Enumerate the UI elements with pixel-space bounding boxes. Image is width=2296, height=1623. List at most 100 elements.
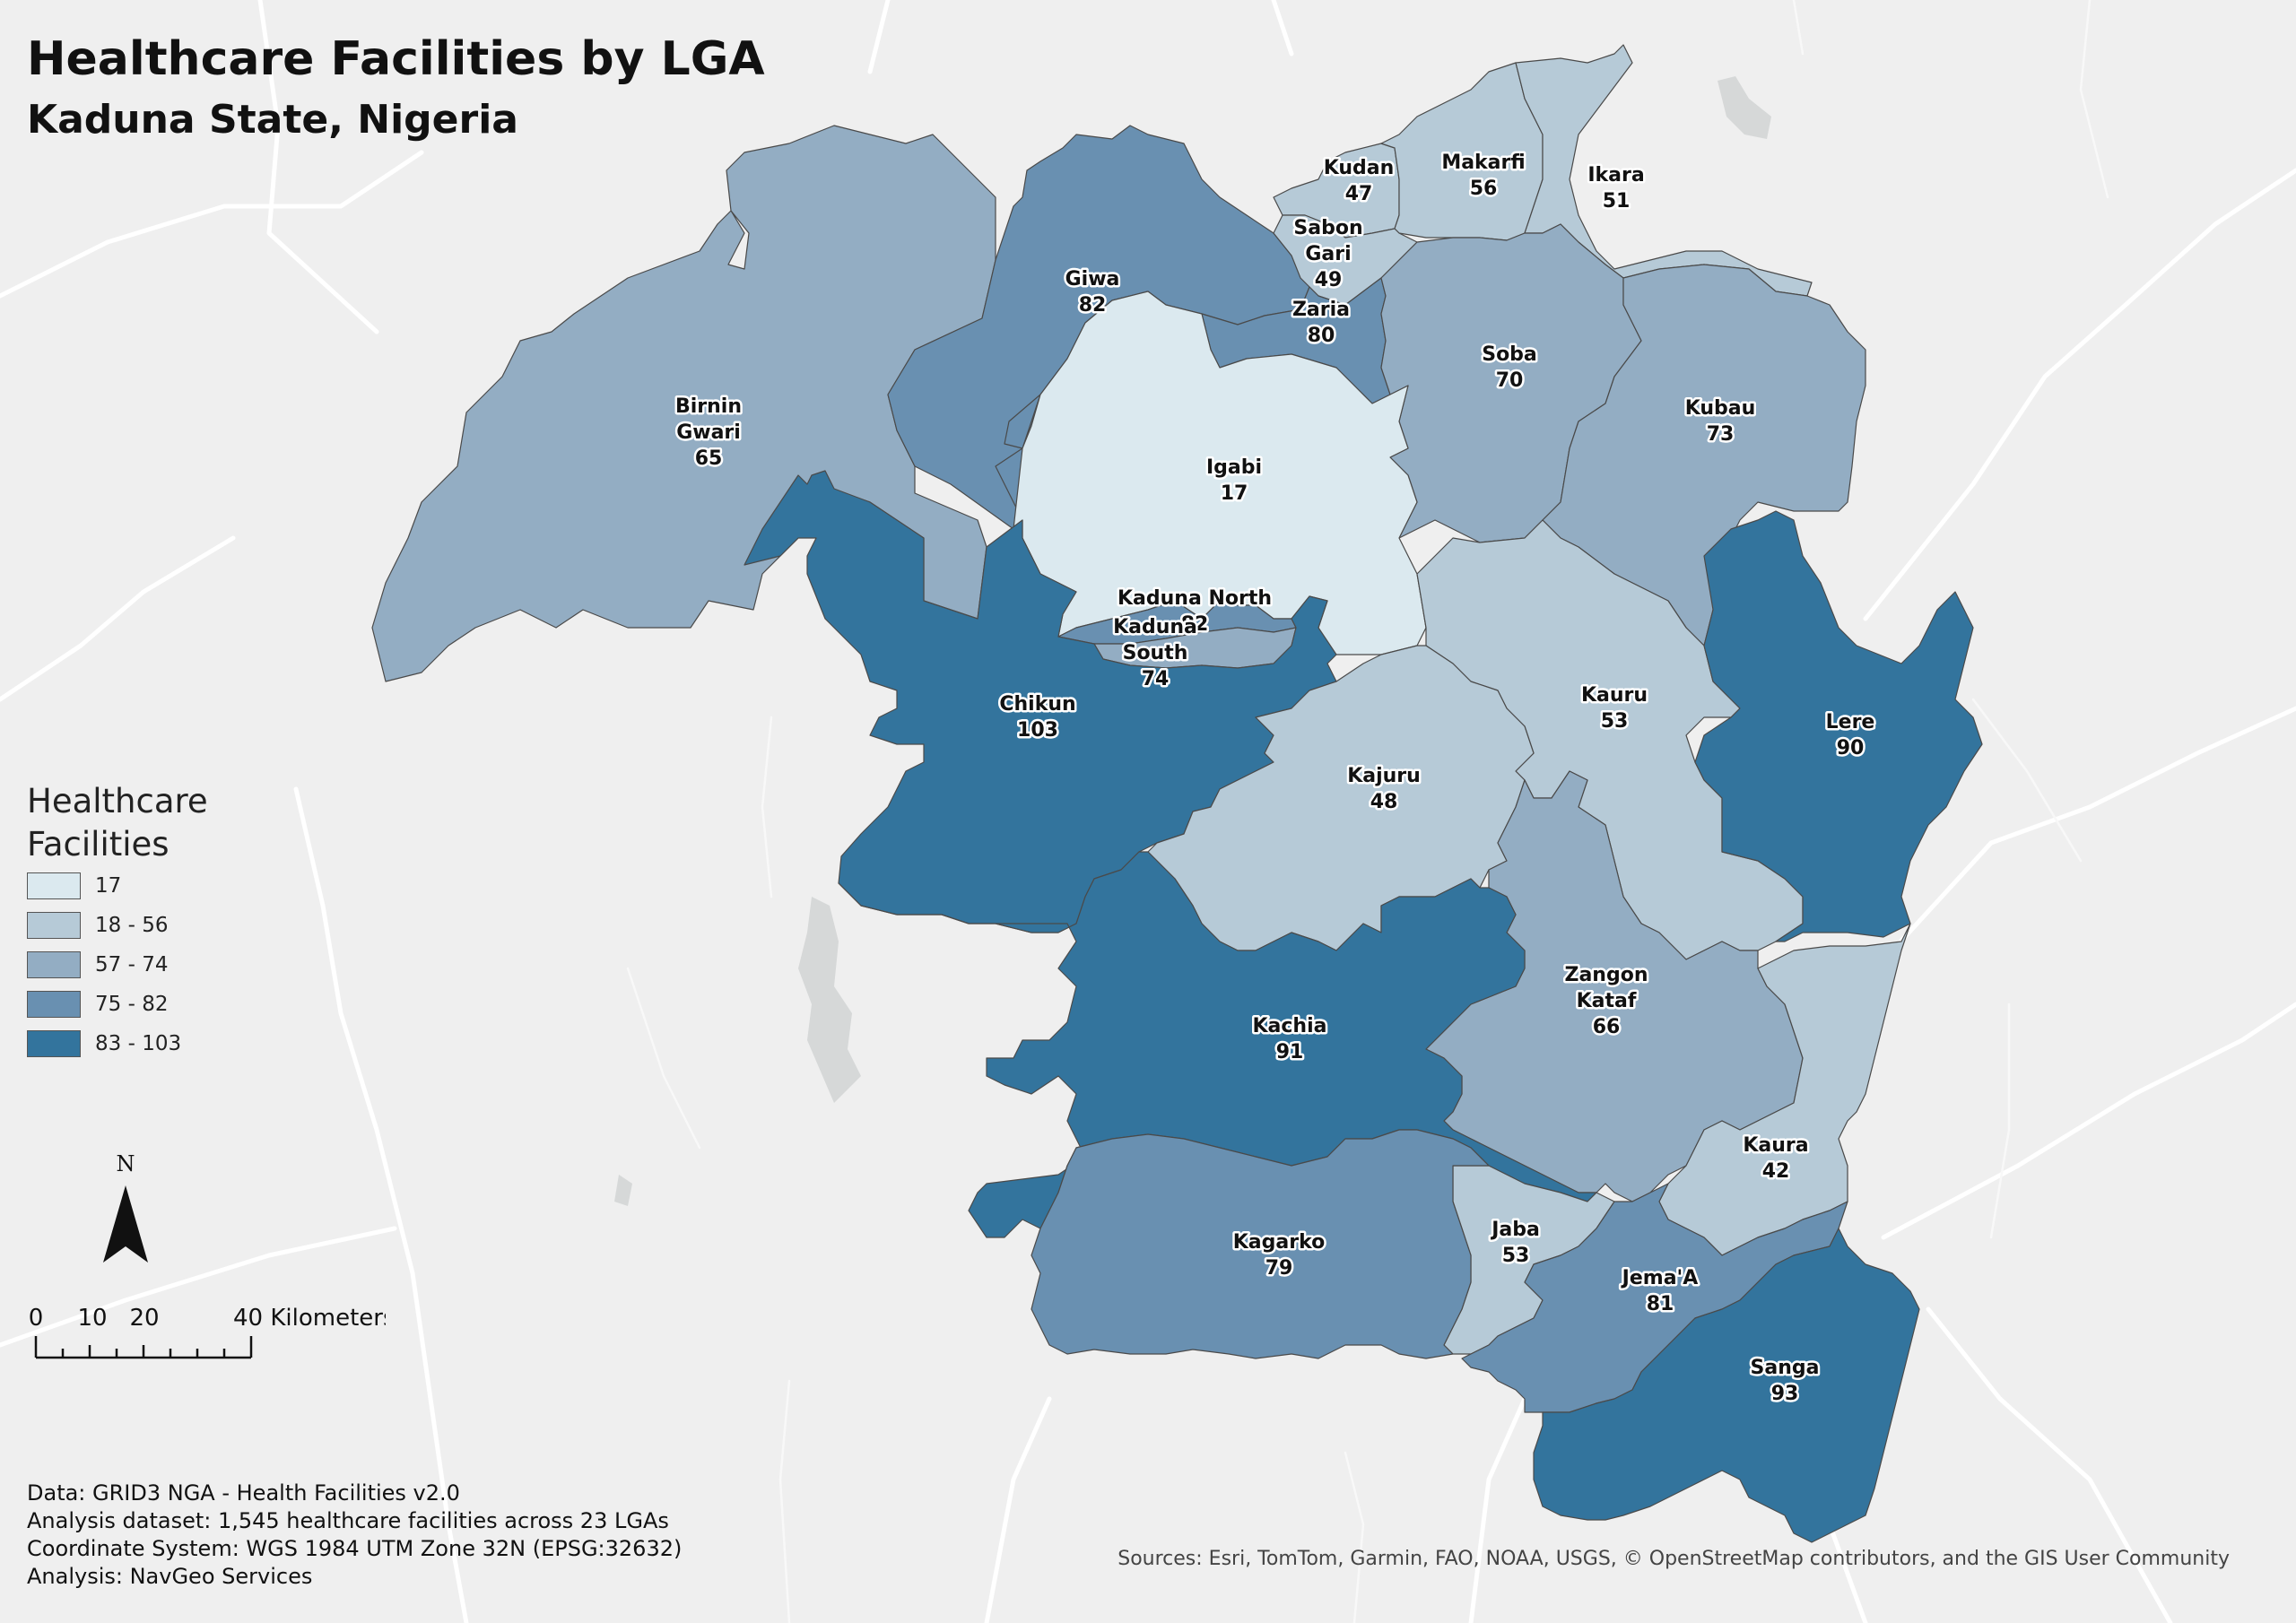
legend-swatch (27, 872, 81, 899)
scale-bar-line (34, 1336, 253, 1359)
legend-label: 18 - 56 (95, 914, 169, 937)
lga-lere[interactable] (1694, 510, 1983, 942)
lga-label-sanga: Sanga 93 (1751, 1357, 1820, 1405)
lga-name: Kataf (1577, 990, 1637, 1012)
scale-bar: 0 10 20 40 Kilometers (29, 1305, 386, 1359)
lga-name: Jaba (1490, 1219, 1540, 1241)
lga-name: Gari (1305, 243, 1351, 265)
lga-name: Igabi (1206, 456, 1262, 479)
lga-name: Jema'A (1621, 1267, 1699, 1289)
lga-label-ikara: Ikara 51 (1587, 164, 1644, 213)
lga-value: 93 (1771, 1383, 1799, 1405)
lga-name: Kubau (1685, 397, 1756, 420)
lga-value: 66 (1593, 1016, 1621, 1038)
lga-value: 42 (1762, 1160, 1790, 1183)
lga-label-kaura: Kaura 42 (1743, 1134, 1808, 1183)
credit-line: Analysis: NavGeo Services (27, 1564, 313, 1589)
data-credits: Data: GRID3 NGA - Health Facilities v2.0… (27, 1480, 682, 1591)
lga-name: Lere (1826, 711, 1875, 733)
lga-name: Zangon (1565, 964, 1648, 986)
lga-label-kagarko: Kagarko 79 (1233, 1231, 1326, 1280)
legend-item: 18 - 56 (27, 906, 242, 945)
basemap-water (614, 76, 1771, 1206)
legend-item: 17 (27, 866, 242, 906)
lga-label-jema-a: Jema'A 81 (1621, 1267, 1699, 1315)
lga-value: 91 (1276, 1041, 1304, 1063)
lga-value: 56 (1470, 178, 1498, 200)
legend: Healthcare Facilities 17 18 - 56 57 - 74… (27, 780, 242, 1063)
lga-kachia[interactable] (838, 851, 1597, 1238)
credit-line: Coordinate System: WGS 1984 UTM Zone 32N… (27, 1536, 683, 1561)
lga-label-kudan: Kudan 47 (1324, 157, 1395, 205)
lga-value: 81 (1647, 1293, 1674, 1315)
lga-value: 79 (1265, 1257, 1293, 1280)
lga-name: Ikara (1587, 164, 1644, 187)
lga-label-kubau: Kubau 73 (1685, 397, 1756, 446)
lga-value: 51 (1603, 190, 1631, 213)
legend-item: 57 - 74 (27, 945, 242, 985)
legend-label: 57 - 74 (95, 953, 169, 976)
lga-birnin-gwari[interactable] (371, 125, 996, 682)
map-subtitle: Kaduna State, Nigeria (27, 97, 518, 143)
lga-label-makarfi: Makarfi 56 (1441, 152, 1525, 200)
lga-name: Kajuru (1347, 765, 1421, 787)
lga-value: 74 (1142, 668, 1170, 690)
lga-value: 82 (1181, 613, 1209, 636)
lga-label-sabon-gari: Sabon Gari 49 (1293, 217, 1362, 291)
lga-value: 90 (1837, 737, 1865, 759)
basemap-attribution: Sources: Esri, TomTom, Garmin, FAO, NOAA… (1118, 1548, 2230, 1570)
legend-label: 83 - 103 (95, 1032, 182, 1055)
lga-value: 47 (1345, 183, 1373, 205)
lga-name: Gwari (676, 421, 741, 444)
lga-label-kajuru: Kajuru 48 (1347, 765, 1421, 813)
lga-label-kaduna-south: Kaduna South 74 (1113, 616, 1197, 690)
lga-name: Zaria (1292, 299, 1350, 321)
lga-labels: Birnin Gwari 65 Giwa 82 Kudan 47 Makarfi 56 Ikara… (673, 150, 1876, 1408)
legend-title: Healthcare Facilities (27, 782, 208, 864)
lga-value: 53 (1601, 710, 1629, 733)
lga-value: 17 (1221, 482, 1248, 505)
lga-name: Makarfi (1441, 152, 1525, 174)
scale-tick-label: 0 (29, 1305, 44, 1332)
lga-label-jaba: Jaba 53 (1490, 1219, 1540, 1267)
lga-label-chikun: Chikun 103 (999, 693, 1075, 742)
lga-name: Sanga (1751, 1357, 1820, 1379)
lga-label-giwa: Giwa 82 (1065, 268, 1120, 317)
lga-value: 53 (1502, 1245, 1530, 1267)
lga-label-kauru: Kauru 53 (1581, 684, 1648, 733)
lga-polygons[interactable] (371, 44, 1983, 1543)
credit-line: Analysis dataset: 1,545 healthcare facil… (27, 1508, 669, 1533)
lga-label-birnin-gwari: Birnin Gwari 65 (675, 395, 742, 470)
lga-value: 70 (1496, 369, 1524, 392)
lga-label-zangon-kataf: Zangon Kataf 66 (1565, 964, 1648, 1038)
legend-swatch (27, 991, 81, 1018)
lga-label-soba: Soba 70 (1482, 343, 1537, 392)
north-arrow-icon: N (103, 1151, 148, 1263)
lga-name: Kauru (1581, 684, 1648, 707)
lga-name: Kagarko (1233, 1231, 1326, 1254)
legend-label: 75 - 82 (95, 993, 169, 1016)
scale-tick-label: 10 (77, 1305, 107, 1332)
lga-kagarko[interactable] (1031, 1129, 1490, 1359)
lga-name: Kaduna (1113, 616, 1197, 638)
legend-item: 83 - 103 (27, 1024, 242, 1063)
lga-name: Sabon (1293, 217, 1362, 239)
lga-value: 49 (1315, 269, 1343, 291)
north-arrow-shape (103, 1185, 148, 1263)
lga-name: Soba (1482, 343, 1537, 366)
lga-name: Kaduna North (1118, 587, 1272, 610)
lga-sanga[interactable] (1533, 1228, 1920, 1543)
lga-label-lere: Lere 90 (1826, 711, 1875, 759)
legend-label: 17 (95, 874, 122, 898)
lga-name: Birnin (675, 395, 742, 418)
lga-name: Kachia (1253, 1015, 1327, 1037)
lga-label-igabi: Igabi 17 (1206, 456, 1262, 505)
lga-value: 48 (1370, 791, 1398, 813)
lga-value: 82 (1079, 294, 1107, 317)
map-title: Healthcare Facilities by LGA (27, 32, 765, 86)
legend-swatch (27, 1030, 81, 1057)
lga-name: Chikun (999, 693, 1075, 716)
